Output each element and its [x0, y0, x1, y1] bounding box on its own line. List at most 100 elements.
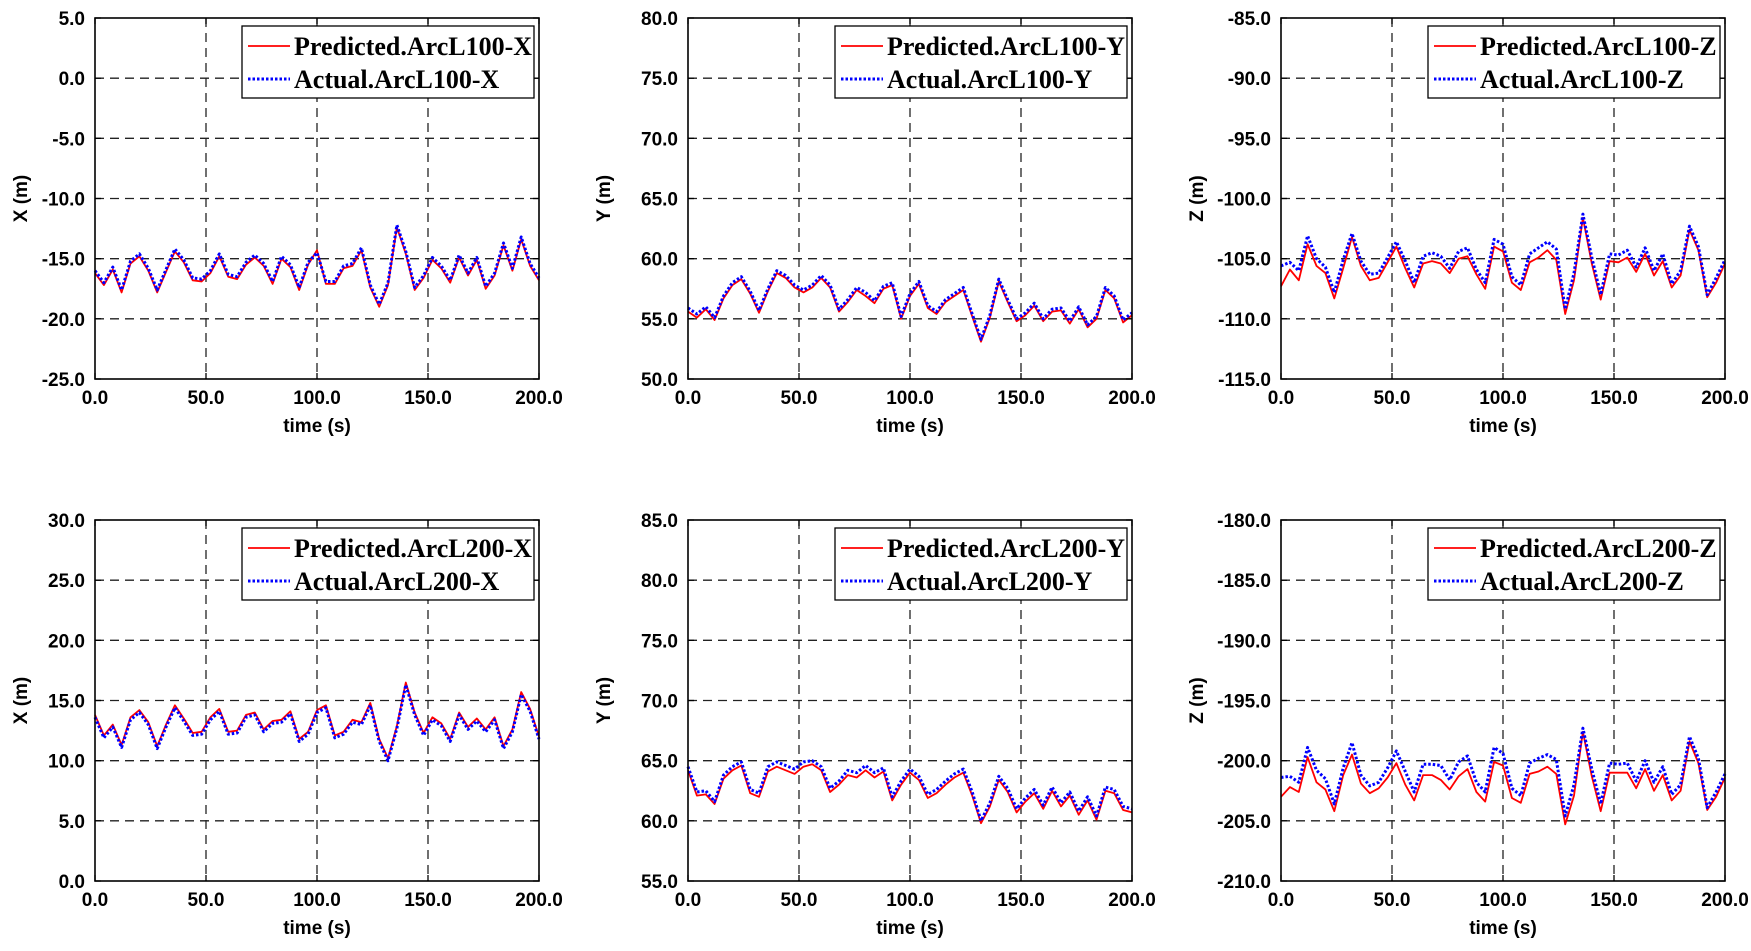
- legend-predicted-label: Predicted.ArcL100-Y: [887, 32, 1125, 61]
- y-axis-label: Z (m): [1187, 175, 1208, 221]
- x-tick-label: 200.0: [1108, 890, 1156, 911]
- legend-predicted-label: Predicted.ArcL200-X: [294, 534, 532, 563]
- x-tick-label: 100.0: [1479, 388, 1527, 409]
- x-tick-label: 100.0: [886, 890, 934, 911]
- y-tick-label: 55.0: [641, 310, 678, 331]
- y-tick-label: 65.0: [641, 190, 678, 211]
- chart-panel-6: 0.0 50.0 100.0 150.0 200.0 -210.0 -205.0 -200.0…: [1187, 511, 1749, 939]
- y-tick-label: 60.0: [641, 250, 678, 271]
- x-tick-label: 0.0: [82, 890, 108, 911]
- x-axis-label: time (s): [1469, 416, 1537, 437]
- x-tick-label: 0.0: [675, 388, 701, 409]
- legend-box: [241, 527, 535, 601]
- y-tick-label: -95.0: [1228, 129, 1271, 150]
- y-tick-label: -115.0: [1218, 370, 1271, 391]
- y-tick-label: 0.0: [59, 69, 85, 90]
- predicted-series-line: [1280, 730, 1726, 826]
- legend: Predicted.ArcL100-X Actual.ArcL100-X: [241, 25, 535, 99]
- x-tick-label: 50.0: [781, 388, 818, 409]
- legend: Predicted.ArcL200-X Actual.ArcL200-X: [241, 527, 535, 601]
- legend-actual-label: Actual.ArcL200-Z: [1480, 567, 1684, 596]
- legend-predicted-label: Predicted.ArcL100-X: [294, 32, 532, 61]
- predicted-series-line: [1280, 216, 1726, 315]
- y-tick-label: 55.0: [641, 872, 678, 893]
- x-tick-label: 100.0: [1479, 890, 1527, 911]
- legend: Predicted.ArcL200-Y Actual.ArcL200-Y: [834, 527, 1128, 601]
- legend-predicted-label: Predicted.ArcL100-Z: [1480, 32, 1717, 61]
- y-tick-label: -205.0: [1217, 812, 1271, 833]
- legend-box: [834, 25, 1128, 99]
- y-axis-label: X (m): [11, 175, 32, 223]
- legend-actual-label: Actual.ArcL100-Z: [1480, 65, 1684, 94]
- x-tick-label: 150.0: [997, 890, 1045, 911]
- x-axis-label: time (s): [283, 416, 351, 437]
- x-tick-label: 150.0: [997, 388, 1045, 409]
- x-tick-label: 150.0: [404, 388, 452, 409]
- y-tick-label: 20.0: [48, 631, 85, 652]
- x-tick-label: 50.0: [781, 890, 818, 911]
- y-tick-label: -200.0: [1217, 752, 1271, 773]
- x-tick-label: 200.0: [1701, 388, 1749, 409]
- legend-box: [834, 527, 1128, 601]
- y-tick-label: 30.0: [48, 511, 85, 532]
- x-tick-label: 100.0: [293, 890, 341, 911]
- x-tick-label: 50.0: [188, 890, 225, 911]
- legend-predicted-label: Predicted.ArcL200-Z: [1480, 534, 1717, 563]
- y-tick-label: 70.0: [641, 692, 678, 713]
- y-tick-label: 5.0: [59, 9, 85, 30]
- x-tick-label: 200.0: [1108, 388, 1156, 409]
- y-tick-label: -20.0: [42, 310, 85, 331]
- x-axis-label: time (s): [876, 416, 944, 437]
- y-tick-label: 50.0: [641, 370, 678, 391]
- y-tick-label: -195.0: [1217, 692, 1271, 713]
- chart-panel-5: 0.0 50.0 100.0 150.0 200.0 55.0 60.0 65.0 70.0 75…: [594, 511, 1156, 939]
- x-tick-label: 0.0: [675, 890, 701, 911]
- legend-actual-label: Actual.ArcL200-Y: [887, 567, 1093, 596]
- y-tick-label: -90.0: [1228, 69, 1271, 90]
- legend-predicted-label: Predicted.ArcL200-Y: [887, 534, 1125, 563]
- y-tick-label: -15.0: [42, 250, 85, 271]
- x-tick-label: 150.0: [404, 890, 452, 911]
- legend-box: [1427, 527, 1721, 601]
- legend-box: [1427, 25, 1721, 99]
- y-tick-label: -105.0: [1217, 250, 1271, 271]
- y-tick-label: 10.0: [48, 752, 85, 773]
- chart-panel-1: 0.0 50.0 100.0 150.0 200.0 -25.0 -20.0 -15.0 -10…: [11, 9, 563, 437]
- y-tick-label: 80.0: [641, 9, 678, 30]
- actual-series-line: [687, 269, 1133, 341]
- x-tick-label: 150.0: [1590, 388, 1638, 409]
- x-tick-label: 100.0: [886, 388, 934, 409]
- y-tick-label: 65.0: [641, 752, 678, 773]
- y-tick-label: 0.0: [59, 872, 85, 893]
- y-tick-label: 70.0: [641, 129, 678, 150]
- actual-series-line: [1280, 726, 1727, 818]
- x-tick-label: 200.0: [515, 890, 563, 911]
- y-tick-label: 15.0: [48, 692, 85, 713]
- actual-series-line: [93, 683, 541, 763]
- y-tick-label: -185.0: [1217, 571, 1271, 592]
- y-tick-label: -210.0: [1217, 872, 1271, 893]
- legend: Predicted.ArcL200-Z Actual.ArcL200-Z: [1427, 527, 1721, 601]
- x-axis-label: time (s): [876, 918, 944, 939]
- actual-series-line: [1280, 212, 1727, 311]
- x-tick-label: 50.0: [1374, 890, 1411, 911]
- x-tick-label: 200.0: [1701, 890, 1749, 911]
- legend: Predicted.ArcL100-Y Actual.ArcL100-Y: [834, 25, 1128, 99]
- x-tick-label: 50.0: [188, 388, 225, 409]
- y-tick-label: -25.0: [42, 370, 85, 391]
- y-tick-label: -190.0: [1217, 631, 1271, 652]
- x-tick-label: 50.0: [1374, 388, 1411, 409]
- y-tick-label: -100.0: [1217, 190, 1271, 211]
- y-axis-label: Y (m): [594, 677, 615, 724]
- y-tick-label: -10.0: [42, 190, 85, 211]
- legend-actual-label: Actual.ArcL100-X: [294, 65, 500, 94]
- x-tick-label: 150.0: [1590, 890, 1638, 911]
- y-tick-label: -85.0: [1228, 9, 1271, 30]
- x-tick-label: 100.0: [293, 388, 341, 409]
- y-tick-label: 75.0: [641, 69, 678, 90]
- y-tick-label: 75.0: [641, 631, 678, 652]
- y-tick-label: 60.0: [641, 812, 678, 833]
- x-tick-label: 200.0: [515, 388, 563, 409]
- y-tick-label: 85.0: [641, 511, 678, 532]
